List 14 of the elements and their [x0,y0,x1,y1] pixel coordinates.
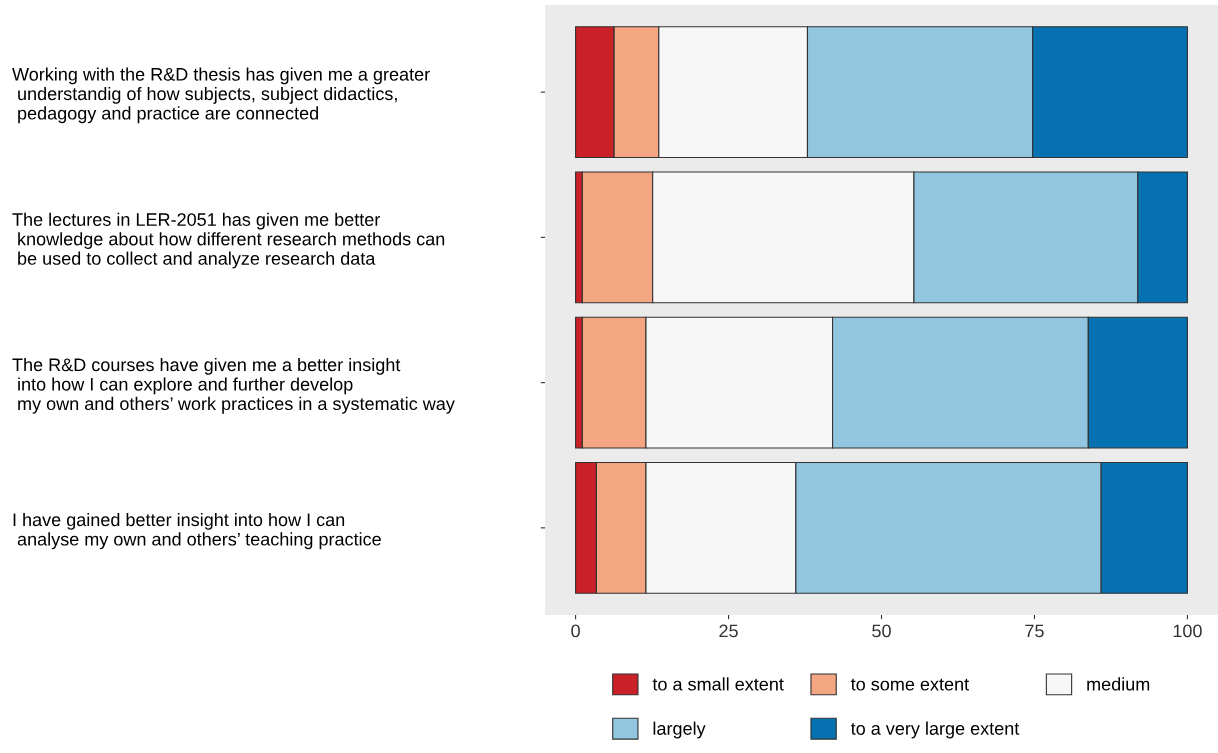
legend-label: largely [653,721,706,739]
y-tick-label: The lectures in LER-2051 has given me better knowledge about how different research methods can be used to collect and analyze research data [12,212,445,269]
x-tick-label: 100 [1173,624,1202,638]
legend-label: to a small extent [652,677,784,691]
x-tick-label: 0 [571,624,580,638]
legend-label: medium [1087,677,1150,691]
x-tick-label: 75 [1025,624,1044,638]
y-tick-label: The R&D courses have given me a better insight into how I can explore and further develop my own and others’ work practices in a systematic way [12,357,455,414]
y-tick-label: Working with the R&D thesis has given me a greater understandig of how subjects, subject didactics, pedagogy and practice are connected [12,67,430,124]
x-tick-label: 50 [872,624,891,638]
legend-label: to some extent [850,678,969,691]
legend-label: to a very large extent [850,721,1020,739]
y-tick-label: I have gained better insight into how I can analyse my own and others’ teaching practice [13,512,381,550]
x-tick-label: 25 [719,624,738,638]
